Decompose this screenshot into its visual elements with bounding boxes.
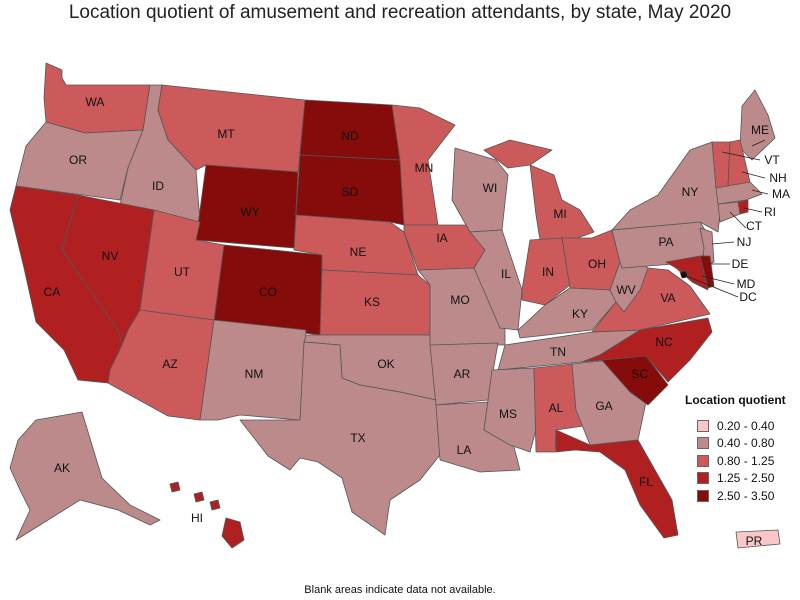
label-oh: OH	[588, 257, 606, 271]
label-or: OR	[69, 153, 87, 167]
label-ct: CT	[746, 219, 763, 233]
legend-swatch	[697, 454, 709, 467]
legend-item: 0.20 - 0.40	[685, 417, 786, 435]
legend-label: 0.40 - 0.80	[717, 436, 775, 451]
legend-label: 0.80 - 1.25	[717, 453, 775, 468]
label-ut: UT	[174, 265, 191, 279]
label-mi: MI	[553, 207, 566, 221]
label-ky: KY	[572, 307, 588, 321]
label-nd: ND	[341, 129, 359, 143]
label-ak: AK	[54, 461, 70, 475]
map-title: Location quotient of amusement and recre…	[68, 2, 732, 23]
state-mi[interactable]	[483, 139, 595, 241]
label-ma: MA	[772, 187, 790, 201]
state-nc[interactable]	[581, 317, 713, 383]
state-ma[interactable]	[715, 181, 763, 205]
legend-swatch	[697, 489, 709, 502]
label-dc: DC	[739, 290, 757, 304]
label-mt: MT	[217, 127, 235, 141]
state-pr[interactable]	[735, 529, 781, 549]
label-tx: TX	[350, 431, 365, 445]
label-nv: NV	[102, 249, 119, 263]
state-mn[interactable]	[391, 104, 456, 226]
label-de: DE	[732, 257, 749, 271]
label-va: VA	[660, 291, 675, 305]
legend-item: 0.40 - 0.80	[685, 435, 786, 453]
state-va[interactable]	[591, 267, 711, 333]
label-la: LA	[457, 443, 472, 457]
dc-marker	[681, 272, 687, 278]
state-fl[interactable]	[555, 429, 679, 539]
label-pa: PA	[658, 235, 673, 249]
label-me: ME	[751, 123, 769, 137]
label-nm: NM	[245, 367, 264, 381]
label-al: AL	[549, 401, 564, 415]
legend-swatch	[697, 419, 709, 432]
legend-swatch	[697, 437, 709, 450]
label-ga: GA	[595, 399, 612, 413]
state-nm[interactable]	[199, 319, 307, 421]
legend: Location quotient 0.20 - 0.40 0.40 - 0.8…	[685, 393, 786, 505]
label-wa: WA	[86, 95, 105, 109]
state-tx[interactable]	[239, 341, 441, 536]
label-ca: CA	[44, 285, 61, 299]
label-il: IL	[501, 267, 511, 281]
label-pr: PR	[746, 534, 763, 548]
label-ar: AR	[454, 367, 471, 381]
label-wy: WY	[240, 205, 259, 219]
legend-swatch	[697, 472, 709, 485]
state-ct[interactable]	[717, 201, 741, 223]
label-sc: SC	[632, 367, 649, 381]
state-sd[interactable]	[295, 154, 405, 226]
legend-label: 0.20 - 0.40	[717, 418, 775, 433]
state-ny[interactable]	[611, 141, 723, 233]
label-ms: MS	[499, 407, 517, 421]
label-ks: KS	[364, 295, 380, 309]
label-fl: FL	[639, 475, 653, 489]
legend-item: 1.25 - 2.50	[685, 470, 786, 488]
label-sd: SD	[342, 185, 359, 199]
label-hi: HI	[191, 511, 203, 525]
label-nj: NJ	[737, 235, 752, 249]
legend-title: Location quotient	[685, 393, 786, 407]
legend-label: 1.25 - 2.50	[717, 471, 775, 486]
label-mn: MN	[415, 161, 434, 175]
state-labels: WA OR CA ID NV MT WY UT AZ CO NM ND SD N…	[44, 95, 790, 548]
label-ne: NE	[350, 245, 367, 259]
label-wi: WI	[483, 181, 498, 195]
state-ak[interactable]	[9, 411, 161, 541]
label-nh: NH	[769, 171, 786, 185]
label-nc: NC	[655, 335, 673, 349]
label-az: AZ	[162, 357, 177, 371]
legend-item: 0.80 - 1.25	[685, 452, 786, 470]
label-wv: WV	[616, 283, 635, 297]
label-ri: RI	[764, 205, 776, 219]
label-ny: NY	[682, 185, 699, 199]
label-in: IN	[542, 265, 554, 279]
label-md: MD	[737, 277, 756, 291]
label-tn: TN	[550, 345, 566, 359]
label-co: CO	[259, 285, 277, 299]
label-ok: OK	[377, 357, 394, 371]
legend-item: 2.50 - 3.50	[685, 487, 786, 505]
footnote: Blank areas indicate data not available.	[304, 584, 496, 596]
callout-leader-lines	[681, 139, 769, 298]
state-hi[interactable]	[169, 481, 245, 549]
legend-label: 2.50 - 3.50	[717, 488, 775, 503]
label-ia: IA	[436, 231, 447, 245]
label-vt: VT	[764, 153, 780, 167]
state-il[interactable]	[469, 229, 523, 331]
label-mo: MO	[450, 293, 469, 307]
label-id: ID	[152, 179, 164, 193]
